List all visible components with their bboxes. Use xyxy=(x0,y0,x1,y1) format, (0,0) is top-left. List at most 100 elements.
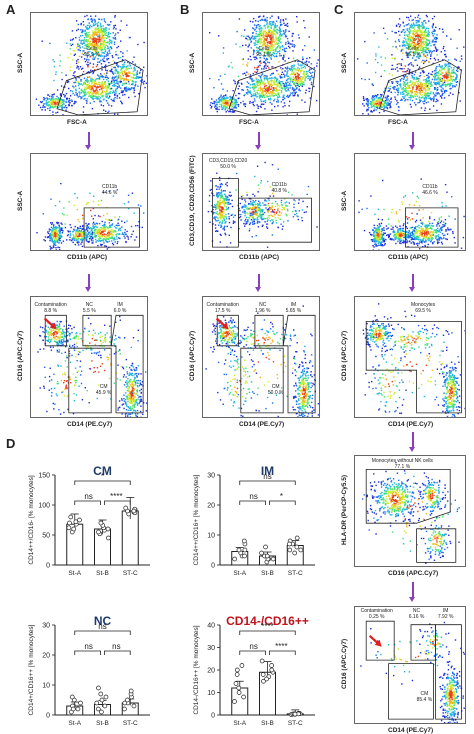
event-dot xyxy=(81,236,82,237)
event-dot xyxy=(286,48,287,49)
event-dot xyxy=(124,79,125,80)
event-dot xyxy=(297,67,298,68)
event-dot xyxy=(98,371,99,372)
event-dot xyxy=(104,47,105,48)
event-dot xyxy=(78,351,79,352)
event-dot xyxy=(125,399,126,400)
event-dot xyxy=(89,87,90,88)
event-dot xyxy=(71,328,72,329)
event-dot xyxy=(282,207,283,208)
event-dot xyxy=(82,29,83,30)
event-dot xyxy=(116,238,117,239)
event-dot xyxy=(104,233,105,234)
event-dot xyxy=(255,93,256,94)
event-dot xyxy=(113,28,114,29)
event-dot xyxy=(214,212,215,213)
event-dot xyxy=(74,400,75,401)
event-dot xyxy=(100,43,101,44)
event-dot xyxy=(242,73,243,74)
event-dot xyxy=(276,42,277,43)
panel-letter-b: B xyxy=(180,2,189,17)
event-dot xyxy=(129,372,130,373)
event-dot xyxy=(95,92,96,93)
event-dot xyxy=(279,32,280,33)
event-dot xyxy=(232,106,233,107)
event-dot xyxy=(90,323,91,324)
event-dot xyxy=(283,221,284,222)
event-dot xyxy=(250,222,251,223)
event-dot xyxy=(106,58,107,59)
event-dot xyxy=(209,222,210,223)
event-dot xyxy=(263,16,264,17)
event-dot xyxy=(138,204,139,205)
event-dot xyxy=(252,95,253,96)
event-dot xyxy=(209,201,210,202)
event-dot xyxy=(113,82,114,83)
event-dot xyxy=(264,35,265,36)
event-dot xyxy=(135,413,136,414)
event-dot xyxy=(244,73,245,74)
event-dot xyxy=(303,84,304,85)
event-dot xyxy=(218,79,219,80)
event-dot xyxy=(267,42,268,43)
event-dot xyxy=(115,51,116,52)
event-dot xyxy=(102,91,103,92)
event-dot xyxy=(60,336,61,337)
event-dot xyxy=(257,166,258,167)
event-dot xyxy=(266,20,267,21)
event-dot xyxy=(53,80,54,81)
event-dot xyxy=(135,84,136,85)
event-dot xyxy=(108,78,109,79)
event-dot xyxy=(294,65,295,66)
event-dot xyxy=(244,207,245,208)
event-dot xyxy=(211,107,212,108)
event-dot xyxy=(88,40,89,41)
event-dot xyxy=(125,241,126,242)
event-dot xyxy=(220,216,221,217)
event-dot xyxy=(75,237,76,238)
event-dot xyxy=(268,215,269,216)
event-dot xyxy=(277,92,278,93)
event-dot xyxy=(140,70,141,71)
event-dot xyxy=(293,58,294,59)
event-dot xyxy=(87,66,88,67)
event-dot xyxy=(124,374,125,375)
event-dot xyxy=(103,226,104,227)
event-dot xyxy=(55,247,56,248)
event-dot xyxy=(65,101,66,102)
event-dot xyxy=(266,91,267,92)
event-dot xyxy=(92,232,93,233)
event-dot xyxy=(55,99,56,100)
event-dot xyxy=(306,58,307,59)
event-dot xyxy=(134,377,135,378)
event-dot xyxy=(105,69,106,70)
event-dot xyxy=(269,207,270,208)
event-dot xyxy=(82,84,83,85)
event-dot xyxy=(67,341,68,342)
event-dot xyxy=(97,245,98,246)
event-dot xyxy=(122,74,123,75)
event-dot xyxy=(141,384,142,385)
event-dot xyxy=(128,417,129,418)
event-dot xyxy=(80,47,81,48)
event-dot xyxy=(309,36,310,37)
event-dot xyxy=(137,395,138,396)
event-dot xyxy=(77,228,78,229)
event-dot xyxy=(59,201,60,202)
event-dot xyxy=(289,47,290,48)
event-dot xyxy=(254,36,255,37)
event-dot xyxy=(114,343,115,344)
event-dot xyxy=(120,87,121,88)
event-dot xyxy=(123,75,124,76)
event-dot xyxy=(242,211,243,212)
event-dot xyxy=(247,213,248,214)
event-dot xyxy=(298,63,299,64)
event-dot xyxy=(121,226,122,227)
event-dot xyxy=(52,222,53,223)
event-dot xyxy=(92,98,93,99)
event-dot xyxy=(36,232,37,233)
event-dot xyxy=(113,67,114,68)
event-dot xyxy=(86,93,87,94)
event-dot xyxy=(131,67,132,68)
event-dot xyxy=(137,70,138,71)
